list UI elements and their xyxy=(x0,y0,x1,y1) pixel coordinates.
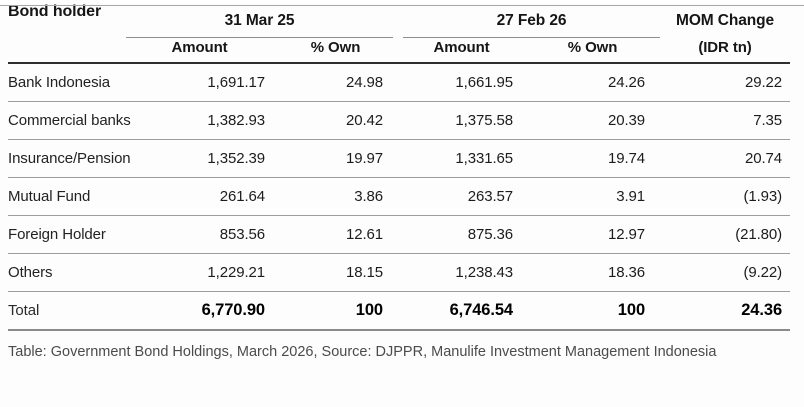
page: Bond holder 31 Mar 25 27 Feb 26 MOM Chan… xyxy=(0,3,804,407)
top-divider xyxy=(0,5,804,6)
amount-feb-cell: 1,661.95 xyxy=(398,63,526,102)
table-row: Others 1,229.21 18.15 1,238.43 18.36 (9.… xyxy=(8,253,791,292)
group-label-31-mar-25: 31 Mar 25 xyxy=(126,3,394,38)
own-feb-cell: 19.74 xyxy=(525,139,661,178)
mom-change-cell: (9.22) xyxy=(660,253,791,292)
total-mom-change: 24.36 xyxy=(660,291,791,331)
mom-change-cell: (1.93) xyxy=(660,177,791,216)
column-header-own-mar: % Own xyxy=(273,38,399,64)
group-header-27-feb-26: 27 Feb 26 xyxy=(398,3,661,38)
amount-mar-cell: 1,229.21 xyxy=(126,253,273,292)
own-mar-cell: 18.15 xyxy=(273,253,399,292)
table-row: Bank Indonesia 1,691.17 24.98 1,661.95 2… xyxy=(8,63,791,102)
holder-cell: Insurance/Pension xyxy=(8,139,131,178)
table-caption: Table: Government Bond Holdings, March 2… xyxy=(8,344,717,360)
column-header-bond-holder: Bond holder xyxy=(8,3,126,64)
total-row: Total 6,770.90 100 6,746.54 100 24.36 xyxy=(8,291,791,331)
sub-header-row: Amount % Own Amount % Own (IDR tn) xyxy=(8,38,791,64)
amount-mar-cell: 1,691.17 xyxy=(126,63,273,102)
own-mar-cell: 24.98 xyxy=(273,63,399,102)
holder-cell: Commercial banks xyxy=(8,101,131,140)
group-header-31-mar-25: 31 Mar 25 xyxy=(126,3,398,38)
group-header-mom-change: MOM Change xyxy=(660,3,790,38)
mom-change-cell: 7.35 xyxy=(660,101,791,140)
bond-holdings-table: Bond holder 31 Mar 25 27 Feb 26 MOM Chan… xyxy=(8,3,791,331)
table-row: Foreign Holder 853.56 12.61 875.36 12.97… xyxy=(8,215,791,254)
table-body: Bank Indonesia 1,691.17 24.98 1,661.95 2… xyxy=(8,63,791,331)
mom-change-cell: 20.74 xyxy=(660,139,791,178)
amount-feb-cell: 1,331.65 xyxy=(398,139,526,178)
own-feb-cell: 24.26 xyxy=(525,63,661,102)
mom-change-cell: 29.22 xyxy=(660,63,791,102)
table-row: Insurance/Pension 1,352.39 19.97 1,331.6… xyxy=(8,139,791,178)
amount-mar-cell: 853.56 xyxy=(126,215,273,254)
column-header-idr-tn: (IDR tn) xyxy=(660,38,791,64)
table-row: Mutual Fund 261.64 3.86 263.57 3.91 (1.9… xyxy=(8,177,791,216)
own-feb-cell: 18.36 xyxy=(525,253,661,292)
table-row: Commercial banks 1,382.93 20.42 1,375.58… xyxy=(8,101,791,140)
own-feb-cell: 20.39 xyxy=(525,101,661,140)
column-header-amount-mar: Amount xyxy=(126,38,273,64)
mom-change-cell: (21.80) xyxy=(660,215,791,254)
column-header-amount-feb: Amount xyxy=(398,38,526,64)
own-mar-cell: 3.86 xyxy=(273,177,399,216)
amount-mar-cell: 261.64 xyxy=(126,177,273,216)
amount-feb-cell: 263.57 xyxy=(398,177,526,216)
total-own-mar: 100 xyxy=(273,291,399,331)
amount-feb-cell: 1,238.43 xyxy=(398,253,526,292)
amount-mar-cell: 1,352.39 xyxy=(126,139,273,178)
total-amount-feb: 6,746.54 xyxy=(398,291,526,331)
holder-cell: Mutual Fund xyxy=(8,177,126,216)
total-amount-mar: 6,770.90 xyxy=(126,291,273,331)
column-header-own-feb: % Own xyxy=(525,38,661,64)
own-feb-cell: 12.97 xyxy=(525,215,661,254)
own-feb-cell: 3.91 xyxy=(525,177,661,216)
own-mar-cell: 12.61 xyxy=(273,215,399,254)
own-mar-cell: 19.97 xyxy=(273,139,399,178)
amount-mar-cell: 1,382.93 xyxy=(126,101,273,140)
mom-change-label: MOM Change xyxy=(676,12,775,29)
amount-feb-cell: 1,375.58 xyxy=(398,101,526,140)
table-header: Bond holder 31 Mar 25 27 Feb 26 MOM Chan… xyxy=(8,3,791,64)
group-label-27-feb-26: 27 Feb 26 xyxy=(403,3,661,38)
total-own-feb: 100 xyxy=(525,291,661,331)
total-label: Total xyxy=(8,291,126,331)
own-mar-cell: 20.42 xyxy=(273,101,399,140)
holder-cell: Others xyxy=(8,253,126,292)
amount-feb-cell: 875.36 xyxy=(398,215,526,254)
holder-cell: Bank Indonesia xyxy=(8,63,126,102)
holder-cell: Foreign Holder xyxy=(8,215,126,254)
group-header-row: Bond holder 31 Mar 25 27 Feb 26 MOM Chan… xyxy=(8,3,790,64)
